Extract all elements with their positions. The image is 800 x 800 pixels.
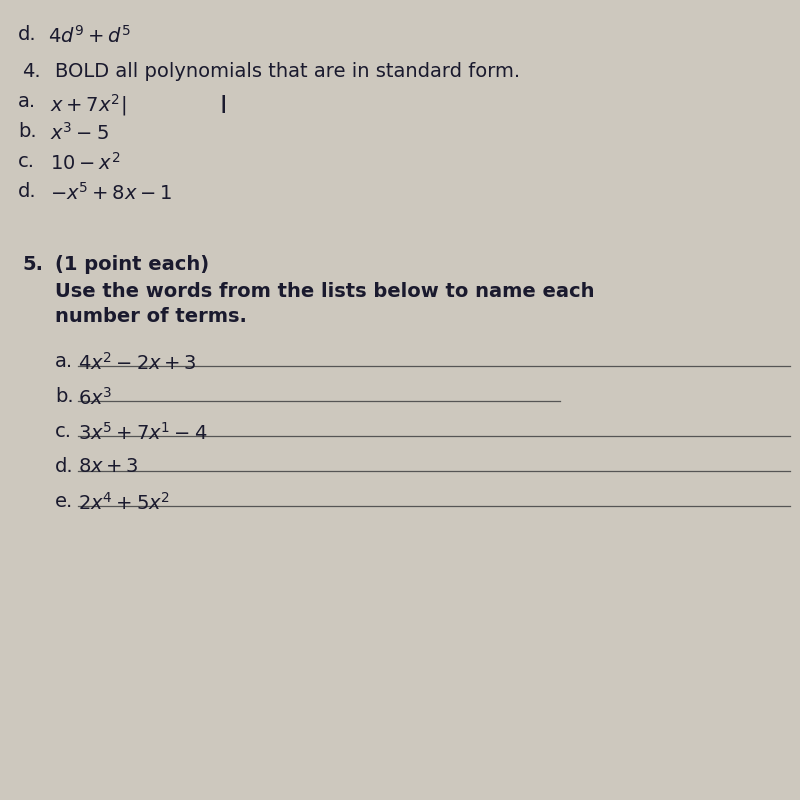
Text: 5.: 5. xyxy=(22,255,43,274)
Text: $-x^{5} + 8x - 1$: $-x^{5} + 8x - 1$ xyxy=(50,182,173,204)
Text: $4x^{2} - 2x + 3$: $4x^{2} - 2x + 3$ xyxy=(78,352,197,374)
Text: d.: d. xyxy=(18,182,37,201)
Text: $8x + 3$: $8x + 3$ xyxy=(78,457,138,476)
Text: (1 point each): (1 point each) xyxy=(55,255,209,274)
Text: $10 - x^{2}$: $10 - x^{2}$ xyxy=(50,152,121,174)
Text: $3x^{5} + 7x^{1} - 4$: $3x^{5} + 7x^{1} - 4$ xyxy=(78,422,207,444)
Text: d.: d. xyxy=(18,25,37,44)
Text: b.: b. xyxy=(55,387,74,406)
Text: $2x^{4} + 5x^{2}$: $2x^{4} + 5x^{2}$ xyxy=(78,492,170,514)
Text: $4d^{9} + d^{5}$: $4d^{9} + d^{5}$ xyxy=(48,25,130,47)
Text: a.: a. xyxy=(18,92,36,111)
Text: I: I xyxy=(220,94,227,118)
Text: c.: c. xyxy=(18,152,35,171)
Text: c.: c. xyxy=(55,422,72,441)
Text: BOLD all polynomials that are in standard form.: BOLD all polynomials that are in standar… xyxy=(55,62,520,81)
Text: a.: a. xyxy=(55,352,73,371)
Text: b.: b. xyxy=(18,122,37,141)
Text: Use the words from the lists below to name each: Use the words from the lists below to na… xyxy=(55,282,602,301)
Text: number of terms.: number of terms. xyxy=(55,307,247,326)
Text: $x + 7x^{2}|$: $x + 7x^{2}|$ xyxy=(50,92,126,118)
Text: $x^{3} - 5$: $x^{3} - 5$ xyxy=(50,122,109,144)
Text: 4.: 4. xyxy=(22,62,41,81)
Text: $6x^{3}$: $6x^{3}$ xyxy=(78,387,112,409)
Text: e.: e. xyxy=(55,492,74,511)
Text: d.: d. xyxy=(55,457,74,476)
